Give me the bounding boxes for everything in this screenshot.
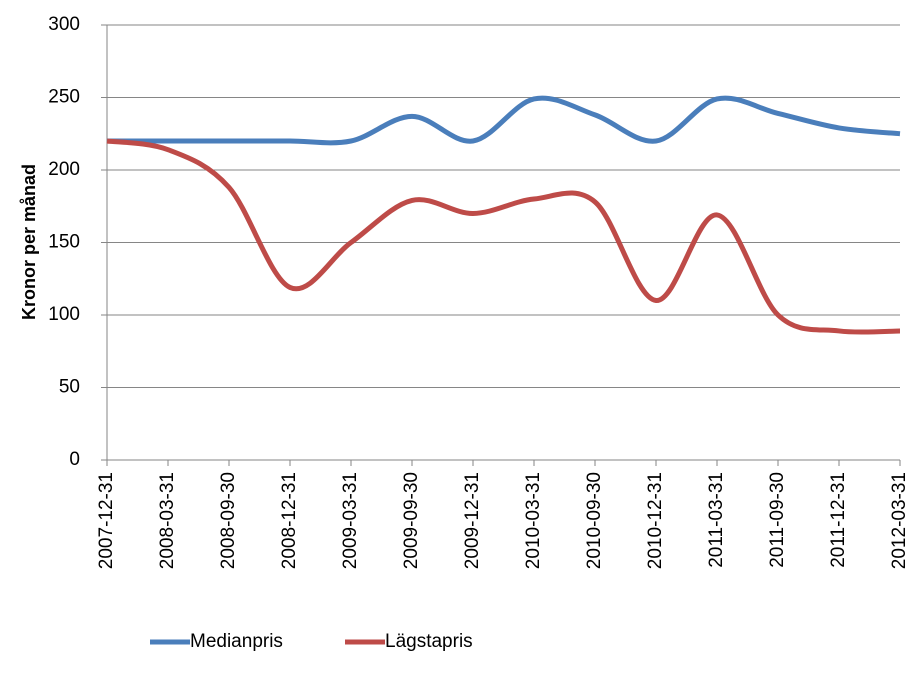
x-tick-label: 2012-03-31 [889,472,910,569]
line-series [106,138,901,335]
y-axis-title: Kronor per månad [19,164,39,320]
x-tick-label: 2010-12-31 [645,472,666,569]
y-tick-label: 50 [59,377,80,398]
y-tick-label: 300 [48,14,80,35]
x-tick-label: 2011-09-30 [767,472,788,568]
y-tick-label: 150 [48,232,80,253]
x-tick-label: 2008-12-31 [279,472,300,569]
x-tick-label: 2009-09-30 [401,472,422,569]
x-tick-label: 2010-09-30 [584,472,605,569]
x-tick-label: 2009-12-31 [462,472,483,569]
x-tick-label: 2007-12-31 [96,472,117,569]
y-tick-label: 100 [48,304,80,325]
x-tick-label: 2008-09-30 [218,472,239,569]
y-tick-label: 250 [48,87,80,108]
legend-label: Lägstapris [385,631,473,652]
x-tick-label: 2010-03-31 [523,472,544,569]
x-tick-label: 2009-03-31 [340,472,361,569]
x-tick-label: 2011-12-31 [828,472,849,568]
x-tick-label: 2011-03-31 [706,472,727,568]
x-tick-label: 2008-03-31 [157,472,178,569]
legend-label: Medianpris [190,631,283,652]
y-tick-label: 200 [48,159,80,180]
line-series [106,95,901,146]
y-tick-label: 0 [69,449,80,470]
